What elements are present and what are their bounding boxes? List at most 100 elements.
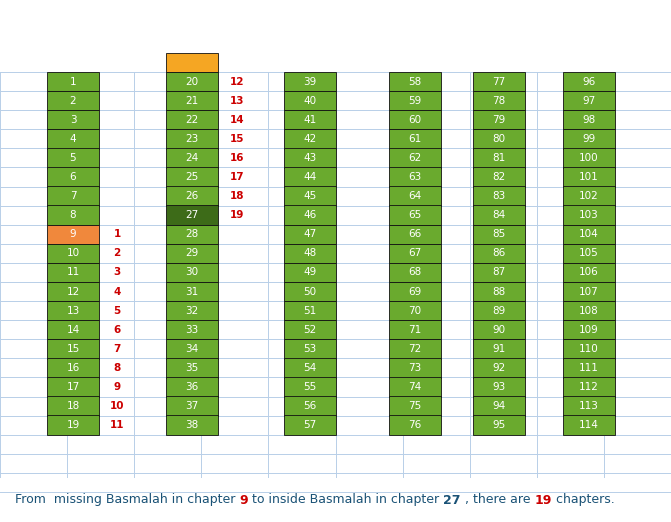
Bar [389, 339, 441, 359]
Text: 80: 80 [493, 134, 505, 144]
Text: 88: 88 [493, 287, 506, 296]
Text: 31: 31 [185, 287, 199, 296]
Text: 9: 9 [240, 493, 248, 506]
Bar [389, 224, 441, 244]
Bar [47, 224, 99, 244]
Bar [47, 244, 99, 263]
Bar [473, 186, 525, 206]
Text: 107: 107 [579, 287, 599, 296]
Text: 87: 87 [493, 267, 506, 278]
Bar [473, 320, 525, 339]
Text: 11: 11 [66, 267, 80, 278]
Bar [47, 186, 99, 206]
Text: 108: 108 [579, 306, 599, 316]
Bar [47, 282, 99, 301]
Text: 68: 68 [409, 267, 421, 278]
Bar [284, 91, 336, 110]
Text: 25: 25 [185, 172, 199, 182]
Text: 77: 77 [493, 77, 506, 87]
Bar [284, 129, 336, 149]
Bar [284, 301, 336, 321]
Text: 10: 10 [110, 401, 124, 411]
Bar [389, 206, 441, 225]
Bar [473, 91, 525, 110]
Text: 39: 39 [303, 77, 317, 87]
Text: 4: 4 [113, 287, 121, 296]
Bar [166, 263, 218, 282]
Bar [473, 396, 525, 416]
Bar [166, 148, 218, 168]
Bar [563, 72, 615, 91]
Bar [166, 244, 218, 263]
Text: From  missing Basmalah in chapter: From missing Basmalah in chapter [15, 493, 240, 506]
Bar [563, 148, 615, 168]
Bar [166, 358, 218, 377]
Text: 6: 6 [113, 325, 121, 335]
Text: 7: 7 [113, 344, 121, 354]
Text: 76: 76 [409, 420, 421, 430]
Bar [284, 186, 336, 206]
Text: 30: 30 [185, 267, 199, 278]
Text: 113: 113 [579, 401, 599, 411]
Text: 48: 48 [303, 248, 317, 258]
Text: 114: 114 [579, 420, 599, 430]
Text: 99: 99 [582, 134, 596, 144]
Bar [47, 129, 99, 149]
Text: 33: 33 [185, 325, 199, 335]
Text: 59: 59 [409, 96, 421, 105]
Text: 81: 81 [493, 153, 506, 163]
Text: 71: 71 [409, 325, 421, 335]
Text: 61: 61 [409, 134, 421, 144]
Text: 74: 74 [409, 382, 421, 392]
Text: 37: 37 [185, 401, 199, 411]
Text: 49: 49 [303, 267, 317, 278]
Bar [473, 206, 525, 225]
Bar [563, 91, 615, 110]
Bar [284, 263, 336, 282]
Bar [563, 263, 615, 282]
Bar [47, 91, 99, 110]
Text: 2: 2 [70, 96, 76, 105]
Bar [389, 91, 441, 110]
Bar [389, 72, 441, 91]
Bar [563, 339, 615, 359]
Text: 62: 62 [409, 153, 421, 163]
Bar [284, 224, 336, 244]
Bar [473, 416, 525, 435]
Bar [284, 282, 336, 301]
Text: 27: 27 [185, 210, 199, 220]
Text: 55: 55 [303, 382, 317, 392]
Text: 40: 40 [303, 96, 317, 105]
Text: 53: 53 [303, 344, 317, 354]
Text: 19: 19 [66, 420, 80, 430]
Text: 6: 6 [70, 172, 76, 182]
Bar [473, 167, 525, 187]
Bar [473, 263, 525, 282]
Text: 20: 20 [185, 77, 199, 87]
Bar [389, 186, 441, 206]
Bar [563, 416, 615, 435]
Bar [473, 339, 525, 359]
Bar [563, 396, 615, 416]
Text: 17: 17 [66, 382, 80, 392]
Text: 75: 75 [409, 401, 421, 411]
Bar [47, 206, 99, 225]
Bar [166, 377, 218, 397]
Text: 67: 67 [409, 248, 421, 258]
Bar [473, 282, 525, 301]
Bar [166, 129, 218, 149]
Bar [563, 282, 615, 301]
Text: 36: 36 [185, 382, 199, 392]
Text: 35: 35 [185, 363, 199, 373]
Text: 21: 21 [185, 96, 199, 105]
Bar [473, 129, 525, 149]
Bar [47, 377, 99, 397]
Text: 70: 70 [409, 306, 421, 316]
Text: 101: 101 [579, 172, 599, 182]
Bar [166, 320, 218, 339]
Text: 83: 83 [493, 191, 506, 201]
Bar [166, 186, 218, 206]
Text: 78: 78 [493, 96, 506, 105]
Text: 58: 58 [409, 77, 421, 87]
Text: 69: 69 [409, 287, 421, 296]
